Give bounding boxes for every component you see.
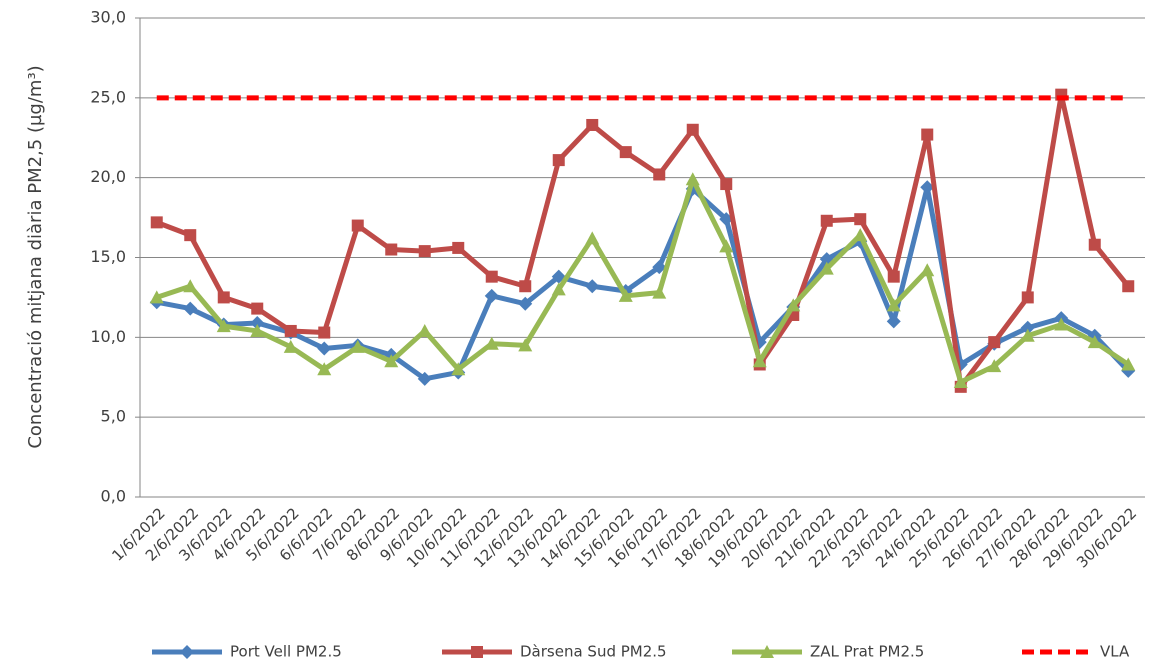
y-tick-label: 25,0: [90, 87, 126, 106]
marker: [652, 260, 667, 275]
marker: [1020, 328, 1035, 342]
y-tick-label: 5,0: [101, 407, 126, 426]
legend-label: Port Vell PM2.5: [230, 643, 342, 661]
marker: [451, 362, 466, 376]
marker: [552, 154, 565, 167]
marker: [853, 228, 868, 242]
marker: [686, 123, 699, 136]
marker: [720, 178, 733, 191]
marker: [586, 118, 599, 131]
y-axis-title: Concentració mitjana diària PM2,5 (µg/m³…: [25, 65, 46, 448]
marker: [350, 339, 365, 353]
marker: [518, 338, 533, 352]
series-line: [156, 184, 1131, 382]
marker: [920, 263, 935, 277]
marker: [452, 241, 465, 254]
marker: [685, 172, 700, 186]
marker: [184, 229, 197, 242]
marker: [1021, 291, 1034, 304]
marker: [417, 323, 432, 337]
marker: [618, 288, 633, 302]
marker: [819, 261, 834, 275]
marker: [619, 146, 632, 159]
marker: [284, 324, 297, 337]
marker: [384, 354, 399, 368]
marker: [1088, 238, 1101, 251]
marker: [653, 168, 666, 181]
marker: [519, 280, 532, 293]
marker: [250, 315, 265, 330]
marker: [886, 298, 901, 312]
marker: [652, 285, 667, 299]
legend-label: VLA: [1100, 643, 1130, 661]
marker: [887, 270, 900, 283]
marker: [585, 279, 600, 294]
marker: [1087, 335, 1102, 349]
marker: [351, 219, 364, 232]
marker: [251, 302, 264, 315]
marker: [987, 359, 1002, 373]
marker: [180, 645, 194, 659]
marker: [318, 326, 331, 339]
y-tick-label: 15,0: [90, 247, 126, 266]
marker: [417, 371, 432, 386]
marker: [385, 243, 398, 256]
marker: [760, 645, 774, 658]
y-tick-label: 10,0: [90, 327, 126, 346]
marker: [183, 301, 198, 316]
marker: [217, 291, 230, 304]
marker: [518, 296, 533, 311]
marker: [1121, 357, 1136, 371]
marker: [1020, 320, 1035, 335]
series-line: [155, 92, 1131, 390]
marker: [719, 239, 734, 253]
y-tick-label: 0,0: [101, 487, 126, 506]
marker: [317, 362, 332, 376]
marker: [216, 319, 231, 333]
marker: [317, 341, 332, 356]
marker: [886, 314, 901, 329]
y-tick-label: 30,0: [90, 8, 126, 27]
marker: [250, 323, 265, 337]
y-tick-label: 20,0: [90, 167, 126, 186]
marker: [953, 375, 968, 389]
marker: [149, 290, 164, 304]
marker: [484, 288, 499, 303]
marker: [920, 180, 935, 195]
marker: [988, 336, 1001, 349]
marker: [551, 282, 566, 296]
marker: [183, 279, 198, 293]
marker: [418, 245, 431, 258]
series-line: [155, 176, 1130, 385]
marker: [854, 213, 867, 226]
legend-label: ZAL Prat PM2.5: [810, 643, 924, 661]
marker: [471, 646, 483, 658]
marker: [921, 128, 934, 141]
marker: [485, 270, 498, 283]
series: [149, 172, 1136, 389]
marker: [585, 231, 600, 245]
marker: [484, 336, 499, 350]
marker: [752, 354, 767, 368]
marker: [820, 214, 833, 227]
marker: [283, 339, 298, 353]
marker: [786, 298, 801, 312]
marker: [150, 216, 163, 229]
marker: [1054, 317, 1069, 331]
marker: [1122, 280, 1135, 293]
legend-label: Dàrsena Sud PM2.5: [520, 643, 667, 661]
